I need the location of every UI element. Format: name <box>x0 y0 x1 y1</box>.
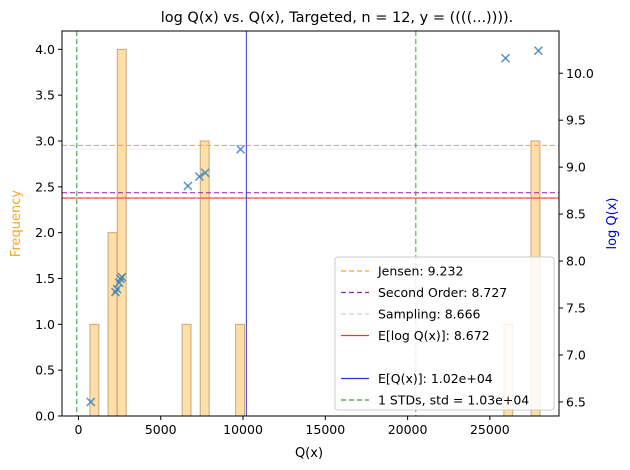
scatter-point-stroke <box>194 171 204 182</box>
scatter-point <box>183 181 193 191</box>
y-left-tick-label: 3.0 <box>35 134 55 149</box>
y-left-tick-label: 1.0 <box>35 317 55 332</box>
scatter-point <box>200 168 210 178</box>
histogram-bar <box>107 232 118 417</box>
y-left-tick-label: 3.5 <box>35 88 55 103</box>
x-tick-label: 25000 <box>470 422 510 437</box>
histogram-bar <box>199 140 210 417</box>
y-right-tick-label: 9.5 <box>566 113 586 128</box>
y-right-tick-label: 10.0 <box>566 66 594 81</box>
legend: Jensen: 9.232 Second Order: 8.727 Sampling… <box>334 256 555 411</box>
x-axis-label: Q(x) <box>295 446 323 461</box>
scatter-point-stroke <box>86 397 96 407</box>
y-right-tick-label: 9.0 <box>566 160 586 175</box>
scatter-point-stroke <box>200 168 210 178</box>
plot-frame <box>61 30 560 417</box>
x-tick-label: 5000 <box>145 422 177 437</box>
y-left-tick-label: 2.0 <box>35 225 55 240</box>
y-left-tick-label: 0.0 <box>35 409 55 424</box>
legend-label: E[log Q(x)]: 8.672 <box>378 328 490 343</box>
scatter-point-stroke <box>112 284 122 294</box>
y-right-tick-label: 8.5 <box>566 207 586 222</box>
scatter-point <box>117 272 127 282</box>
y-left-tick-label: 0.5 <box>35 363 55 378</box>
x-tick-label: 0 <box>74 422 82 437</box>
chart-title: log Q(x) vs. Q(x), Targeted, n = 12, y =… <box>161 10 514 26</box>
y-left-tick-label: 4.0 <box>35 42 55 57</box>
x-tick-label: 10000 <box>223 422 263 437</box>
scatter-point <box>112 284 122 294</box>
legend-box <box>334 256 555 411</box>
scatter-point-stroke <box>117 272 127 282</box>
scatter-point-stroke <box>235 144 246 154</box>
histogram-bar <box>181 323 192 417</box>
y-left-tick-label: 1.5 <box>35 271 55 286</box>
x-tick-label: 20000 <box>388 422 428 437</box>
y-axis-left-label: Frequency <box>9 190 24 257</box>
legend-label: Sampling: 8.666 <box>378 307 481 322</box>
y-right-tick-label: 8.0 <box>566 254 586 269</box>
scatter-point-stroke <box>500 53 511 63</box>
scatter-point <box>86 397 96 407</box>
scatter-point <box>235 144 246 154</box>
y-right-tick-label: 7.0 <box>566 347 586 362</box>
scatter-point <box>500 53 511 63</box>
reference-lines <box>62 31 559 416</box>
legend-label: Second Order: 8.727 <box>378 285 507 300</box>
axes: 0 5000 10000 15000 20000 25000 0.0 0.5 1.0 1.5 2.0… <box>35 30 594 437</box>
legend-label: 1 STDs, std = 1.03e+04 <box>378 393 529 408</box>
scatter-point-stroke <box>183 181 193 191</box>
y-axis-right-label: log Q(x) <box>605 197 620 249</box>
scatter-points <box>86 46 543 407</box>
y-left-tick-label: 2.5 <box>35 179 55 194</box>
histogram-bar <box>116 48 127 417</box>
scatter-point-stroke <box>533 46 543 56</box>
y-right-tick-label: 6.5 <box>566 394 586 409</box>
y-right-tick-label: 7.5 <box>566 301 586 316</box>
x-tick-label: 15000 <box>305 422 345 437</box>
histogram-bar <box>235 323 246 417</box>
scatter-point <box>533 46 543 56</box>
legend-label: E[Q(x)]: 1.02e+04 <box>378 371 493 386</box>
legend-label: Jensen: 9.232 <box>377 264 463 279</box>
scatter-point <box>194 171 204 182</box>
